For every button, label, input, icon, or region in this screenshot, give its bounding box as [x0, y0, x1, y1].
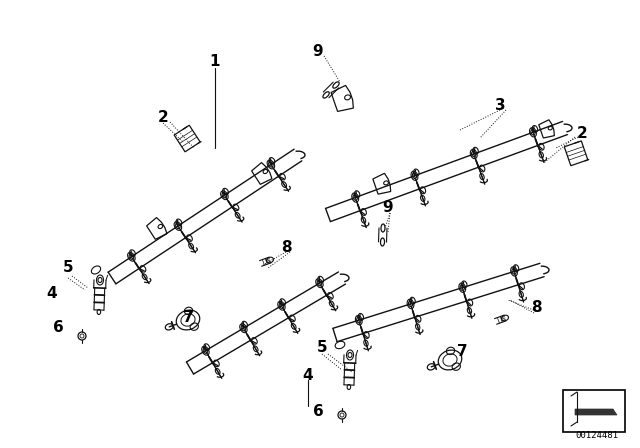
Polygon shape: [575, 409, 617, 415]
Text: 8: 8: [531, 301, 541, 315]
Text: 5: 5: [317, 340, 327, 356]
Bar: [563, 390, 625, 432]
Text: 00124481: 00124481: [575, 431, 618, 440]
Text: 8: 8: [281, 241, 291, 255]
Text: 2: 2: [577, 125, 588, 141]
Text: 1: 1: [210, 55, 220, 69]
Text: 4: 4: [303, 367, 314, 383]
Text: 6: 6: [52, 320, 63, 336]
Text: 5: 5: [63, 260, 74, 276]
Text: 6: 6: [312, 405, 323, 419]
Text: 7: 7: [182, 310, 193, 326]
Text: 2: 2: [157, 111, 168, 125]
Text: 9: 9: [383, 201, 394, 215]
Text: 4: 4: [47, 287, 58, 302]
Text: 3: 3: [495, 98, 506, 112]
Text: 9: 9: [313, 44, 323, 60]
Text: 7: 7: [457, 345, 467, 359]
